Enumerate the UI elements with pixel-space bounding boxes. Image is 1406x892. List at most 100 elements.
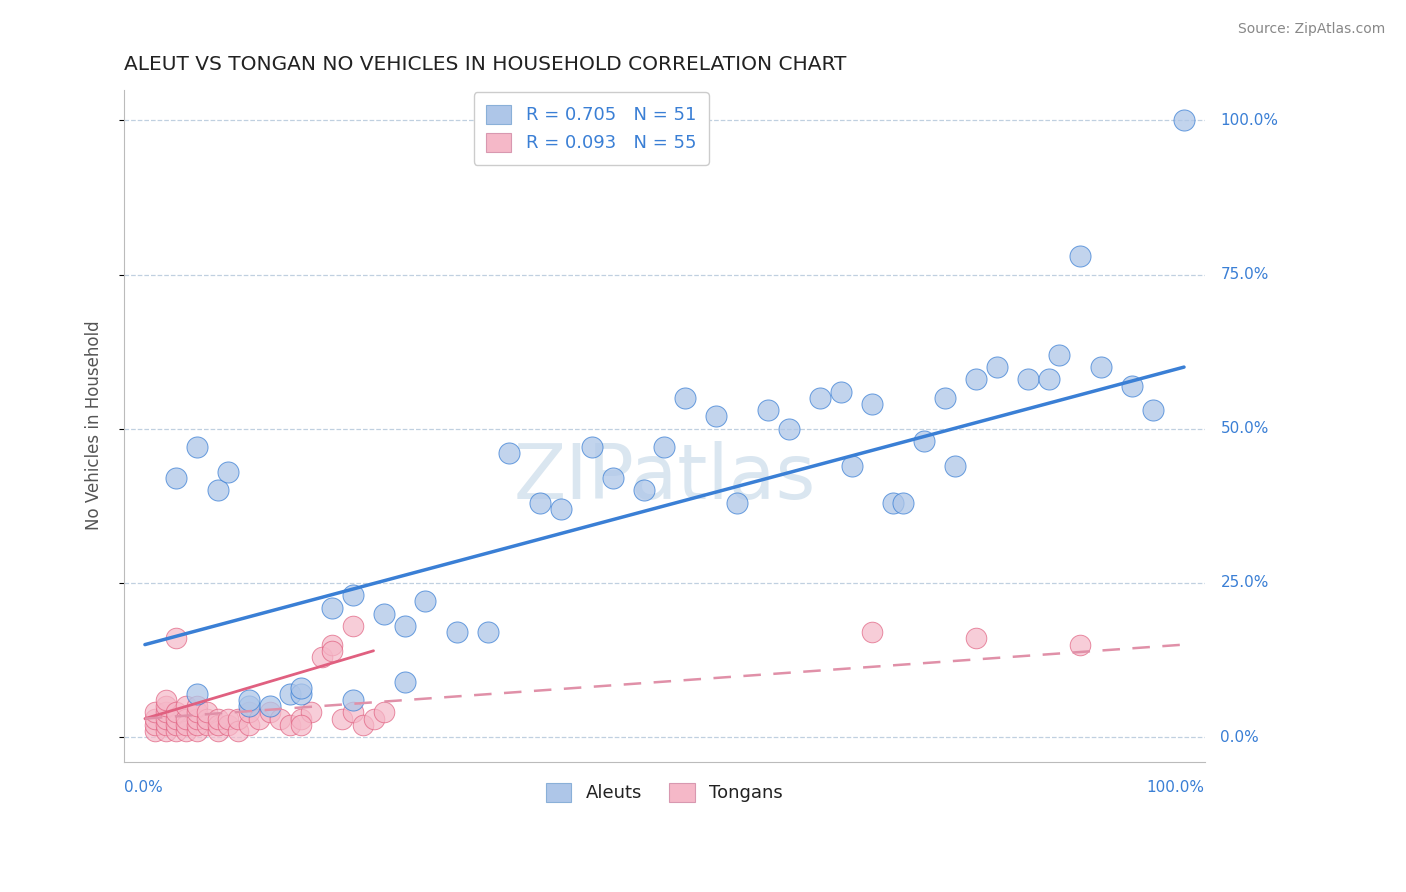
Point [808,391,831,405]
Text: 0.0%: 0.0% [1220,730,1260,745]
Point [155,723,177,738]
Point [581,440,603,454]
Text: 50.0%: 50.0% [1220,421,1268,436]
Point [280,687,302,701]
Point [186,687,208,701]
Point [176,699,198,714]
Point [321,638,343,652]
Point [238,699,260,714]
Point [195,706,218,720]
Point [186,699,208,714]
Point [1121,378,1143,392]
Point [882,496,904,510]
Point [176,712,198,726]
Point [342,693,364,707]
Point [394,619,416,633]
Point [290,681,312,695]
Point [830,384,852,399]
Point [207,483,229,498]
Point [778,422,800,436]
Point [1069,638,1091,652]
Point [165,723,187,738]
Point [217,718,239,732]
Point [280,718,302,732]
Point [176,718,198,732]
Point [299,706,322,720]
Point [373,607,395,621]
Point [446,625,468,640]
Point [290,718,312,732]
Point [706,409,728,424]
Point [342,706,364,720]
Point [238,718,260,732]
Point [602,471,624,485]
Text: Source: ZipAtlas.com: Source: ZipAtlas.com [1237,22,1385,37]
Point [238,693,260,707]
Point [217,712,239,726]
Point [186,706,208,720]
Point [529,496,551,510]
Point [155,712,177,726]
Point [143,718,166,732]
Point [330,712,353,726]
Point [186,718,208,732]
Text: ALEUT VS TONGAN NO VEHICLES IN HOUSEHOLD CORRELATION CHART: ALEUT VS TONGAN NO VEHICLES IN HOUSEHOLD… [124,55,846,74]
Point [195,718,218,732]
Point [155,706,177,720]
Point [860,397,883,411]
Point [673,391,696,405]
Point [373,706,395,720]
Point [654,440,676,454]
Point [342,588,364,602]
Point [259,699,281,714]
Point [186,723,208,738]
Point [155,699,177,714]
Point [342,619,364,633]
Point [290,712,312,726]
Point [1038,372,1060,386]
Point [165,718,187,732]
Point [725,496,748,510]
Point [1173,113,1195,128]
Point [860,625,883,640]
Point [363,712,385,726]
Point [143,723,166,738]
Point [321,600,343,615]
Point [477,625,499,640]
Point [415,594,437,608]
Point [195,712,218,726]
Point [259,706,281,720]
Text: 75.0%: 75.0% [1220,267,1268,282]
Point [841,458,863,473]
Point [247,712,270,726]
Y-axis label: No Vehicles in Household: No Vehicles in Household [86,321,103,531]
Text: 25.0%: 25.0% [1220,575,1268,591]
Point [207,723,229,738]
Point [1069,249,1091,263]
Point [321,644,343,658]
Point [186,712,208,726]
Point [1047,348,1070,362]
Point [269,712,291,726]
Point [228,712,250,726]
Point [1142,403,1164,417]
Text: 100.0%: 100.0% [1220,113,1278,128]
Point [143,712,166,726]
Text: 0.0%: 0.0% [124,780,163,796]
Point [165,471,187,485]
Point [893,496,915,510]
Text: 100.0%: 100.0% [1147,780,1205,796]
Point [912,434,935,449]
Point [934,391,956,405]
Point [165,712,187,726]
Point [155,693,177,707]
Point [165,706,187,720]
Point [1017,372,1039,386]
Point [965,372,987,386]
Point [498,446,520,460]
Point [143,706,166,720]
Point [155,718,177,732]
Text: ZIPatlas: ZIPatlas [513,442,815,515]
Point [228,723,250,738]
Point [217,465,239,479]
